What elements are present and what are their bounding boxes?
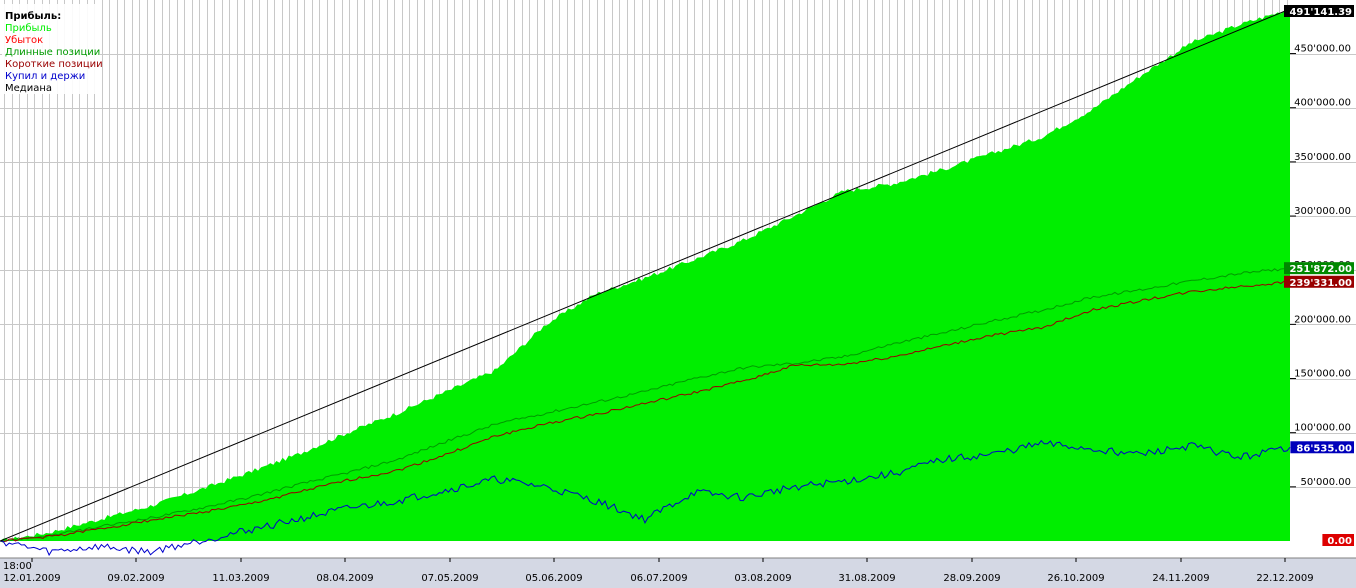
x-tick-label: 26.10.2009 — [1047, 573, 1104, 584]
x-axis-time-label: 18:00 — [3, 561, 32, 572]
x-tick-label: 08.04.2009 — [316, 573, 373, 584]
series-area-profit — [0, 9, 1290, 542]
badge-loss-label: 0.00 — [1327, 536, 1352, 547]
badge-profit-box — [1284, 5, 1354, 17]
badge-buy-hold-box — [1290, 441, 1354, 454]
badge-short-label: 239'331.00 — [1289, 278, 1352, 289]
y-tick-label: 200'000.00 — [1294, 314, 1351, 325]
x-axis-ticks: 12.01.2009 09.02.2009 11.03.2009 08.04.2009… — [3, 558, 1314, 584]
series-lines — [0, 8, 1291, 557]
legend-box — [2, 4, 100, 94]
x-tick-label: 24.11.2009 — [1152, 573, 1209, 584]
y-tick-label: 400'000.00 — [1294, 98, 1351, 109]
legend-item: Длинные позиции — [5, 47, 100, 58]
badge-profit-label: 491'141.39 — [1289, 7, 1352, 18]
x-tick-label: 06.07.2009 — [630, 573, 687, 584]
x-tick-label: 22.12.2009 — [1256, 573, 1313, 584]
legend-item: Короткие позиции — [5, 59, 103, 70]
badge-long-box — [1284, 262, 1354, 275]
y-tick-label: 300'000.00 — [1294, 206, 1351, 217]
series-line-short — [0, 280, 1291, 542]
x-axis-band — [0, 558, 1356, 588]
legend-item: Медиана — [5, 83, 52, 94]
badge-short-box — [1284, 275, 1354, 288]
x-tick-label: 12.01.2009 — [3, 573, 60, 584]
x-tick-label: 05.06.2009 — [525, 573, 582, 584]
y-tick-label: 350'000.00 — [1294, 152, 1351, 163]
x-tick-label: 07.05.2009 — [421, 573, 478, 584]
profit-area — [0, 9, 1290, 542]
legend-item: Купил и держи — [5, 71, 85, 82]
series-line-long — [0, 267, 1291, 543]
y-tick-label: 50'000.00 — [1301, 477, 1351, 488]
x-tick-label: 09.02.2009 — [107, 573, 164, 584]
legend-item: Прибыль — [5, 23, 52, 34]
axes: 18:00 — [0, 557, 1356, 588]
badge-buy-hold-label: 86'535.00 — [1296, 443, 1352, 454]
y-tick-label: 450'000.00 — [1294, 44, 1351, 55]
x-tick-label: 28.09.2009 — [943, 573, 1000, 584]
x-tick-label: 31.08.2009 — [838, 573, 895, 584]
y-tick-label: 100'000.00 — [1294, 423, 1351, 434]
end-value-badges: 491'141.39 0.00 251'872.00 239'331.00 86'535… — [1284, 5, 1354, 547]
x-tick-label: 03.08.2009 — [734, 573, 791, 584]
series-line-median — [0, 8, 1291, 542]
x-tick-label: 11.03.2009 — [212, 573, 269, 584]
badge-loss-box — [1322, 534, 1354, 546]
series-line-buy-hold — [0, 439, 1291, 557]
legend-title: Прибыль: — [5, 10, 61, 22]
badge-long-label: 251'872.00 — [1289, 264, 1352, 275]
y-tick-label: 150'000.00 — [1294, 369, 1351, 380]
legend-item: Убыток — [5, 35, 43, 46]
